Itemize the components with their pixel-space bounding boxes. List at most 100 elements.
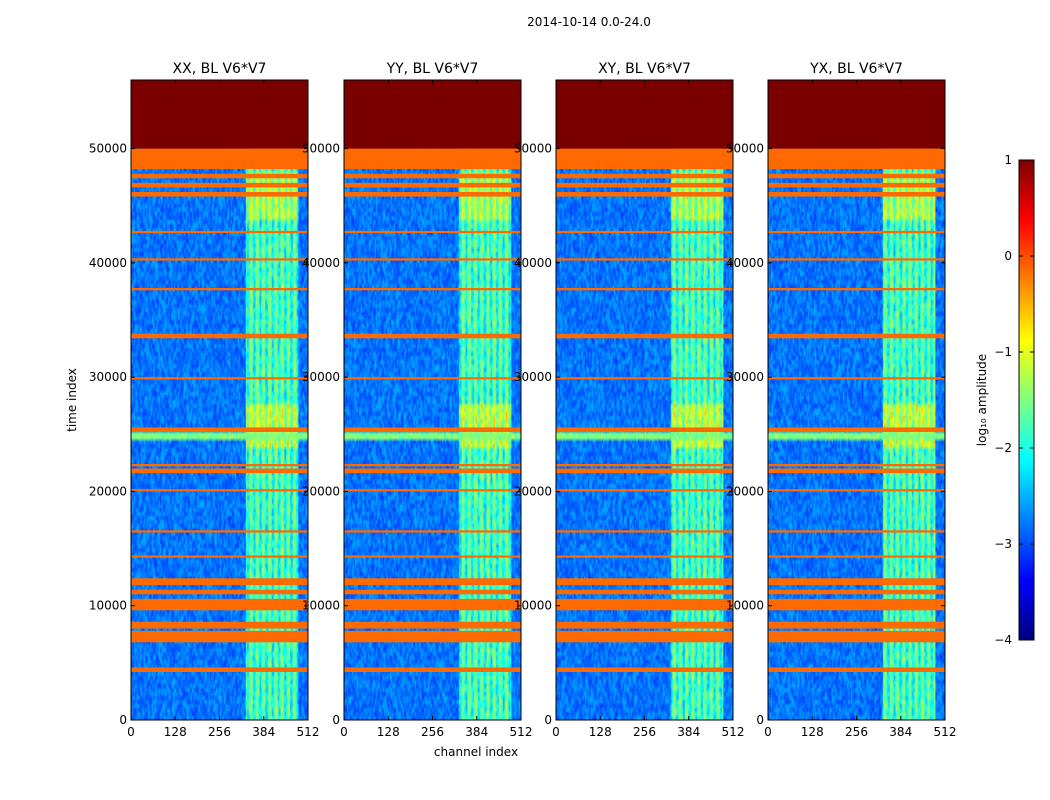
flagged-row [556,598,733,611]
flagged-row [344,230,521,234]
flagged-row [556,464,733,467]
flagged-row [344,555,521,558]
colorbar-tick-label: 1 [1004,153,1012,167]
panel-2: YY, BL V6*V7 0 128 256 384 512 0 10000 20000 3000… [302,61,533,759]
x-tick-label: 512 [934,725,957,739]
flagged-row [556,333,733,339]
flagged-row [768,630,945,643]
flagged-row [768,288,945,291]
flagged-row [768,530,945,533]
flagged-row [768,377,945,380]
saturated-block [344,80,521,149]
flagged-row [768,667,945,672]
flagged-row [768,578,945,586]
flagged-row [344,288,521,291]
flagged-row [768,464,945,467]
flagged-row [131,258,308,261]
flagged-row [131,182,308,188]
panel-title: YX, BL V6*V7 [809,61,903,77]
y-tick-label: 30000 [302,370,340,384]
panel-1: XX, BL V6*V7 0 128 256 384 512 0 10000 20000 3000… [65,61,319,739]
flagged-row [344,377,521,380]
flagged-row [344,333,521,339]
flagged-row [768,333,945,339]
x-tick-label: 256 [845,725,868,739]
x-tick-label: 256 [208,725,231,739]
flagged-row [131,192,308,197]
flagged-row [131,427,308,432]
flagged-row [768,427,945,432]
y-tick-label: 10000 [89,599,127,613]
flagged-row [131,530,308,533]
y-tick-label: 10000 [726,599,764,613]
x-tick-label: 128 [377,725,400,739]
y-tick-label: 40000 [726,256,764,270]
flagged-row [556,630,733,643]
x-tick-label: 384 [889,725,912,739]
colorbar-tick-label: −3 [994,537,1012,551]
y-tick-label: 50000 [514,142,552,156]
flagged-row [131,464,308,467]
flagged-row [131,555,308,558]
saturated-block [768,80,945,149]
y-tick-label: 30000 [89,370,127,384]
saturated-block [131,80,308,149]
colorbar-tick-label: −4 [994,633,1012,647]
flagged-row [131,667,308,672]
y-tick-label: 0 [756,713,764,727]
x-tick-label: 128 [164,725,187,739]
x-tick-label: 256 [633,725,656,739]
y-tick-label: 0 [119,713,127,727]
flagged-row [344,192,521,197]
flagged-row [131,598,308,611]
flagged-row [556,530,733,533]
flagged-row [131,333,308,339]
flagged-row [556,377,733,380]
flagged-row [131,148,308,170]
flagged-row [556,621,733,629]
flagged-row [344,173,521,179]
y-tick-label: 40000 [514,256,552,270]
x-tick-label: 384 [252,725,275,739]
y-tick-label: 20000 [89,484,127,498]
x-tick-label: 128 [801,725,824,739]
flagged-row [556,468,733,474]
y-tick-label: 0 [544,713,552,727]
flagged-row [768,621,945,629]
panels-group: XX, BL V6*V7 0 128 256 384 512 0 10000 20000 3000… [65,61,956,759]
flagged-row [556,230,733,234]
x-tick-label: 384 [465,725,488,739]
x-axis-label: channel index [434,745,518,759]
panel-title: XY, BL V6*V7 [598,61,691,77]
y-tick-label: 50000 [89,142,127,156]
y-tick-label: 30000 [514,370,552,384]
y-tick-label: 20000 [726,484,764,498]
flagged-row [556,288,733,291]
flagged-row [556,578,733,586]
flagged-row [768,555,945,558]
flagged-row [344,148,521,170]
flagged-row [131,489,308,492]
flagged-row [131,377,308,380]
x-tick-label: 0 [764,725,772,739]
y-tick-label: 50000 [302,142,340,156]
flagged-row [344,621,521,629]
flagged-row [768,148,945,170]
x-tick-label: 512 [510,725,533,739]
flagged-row [344,578,521,586]
colorbar-gradient [1018,159,1035,641]
flagged-row [131,230,308,234]
flagged-row [344,258,521,261]
flagged-row [131,589,308,595]
flagged-row [556,427,733,432]
colorbar-tick-label: 0 [1004,249,1012,263]
x-tick-label: 0 [340,725,348,739]
flagged-row [556,192,733,197]
flagged-row [768,258,945,261]
flagged-row [344,468,521,474]
flagged-row [768,230,945,234]
flagged-row [768,192,945,197]
flagged-row [556,555,733,558]
flagged-row [768,468,945,474]
flagged-row [556,589,733,595]
